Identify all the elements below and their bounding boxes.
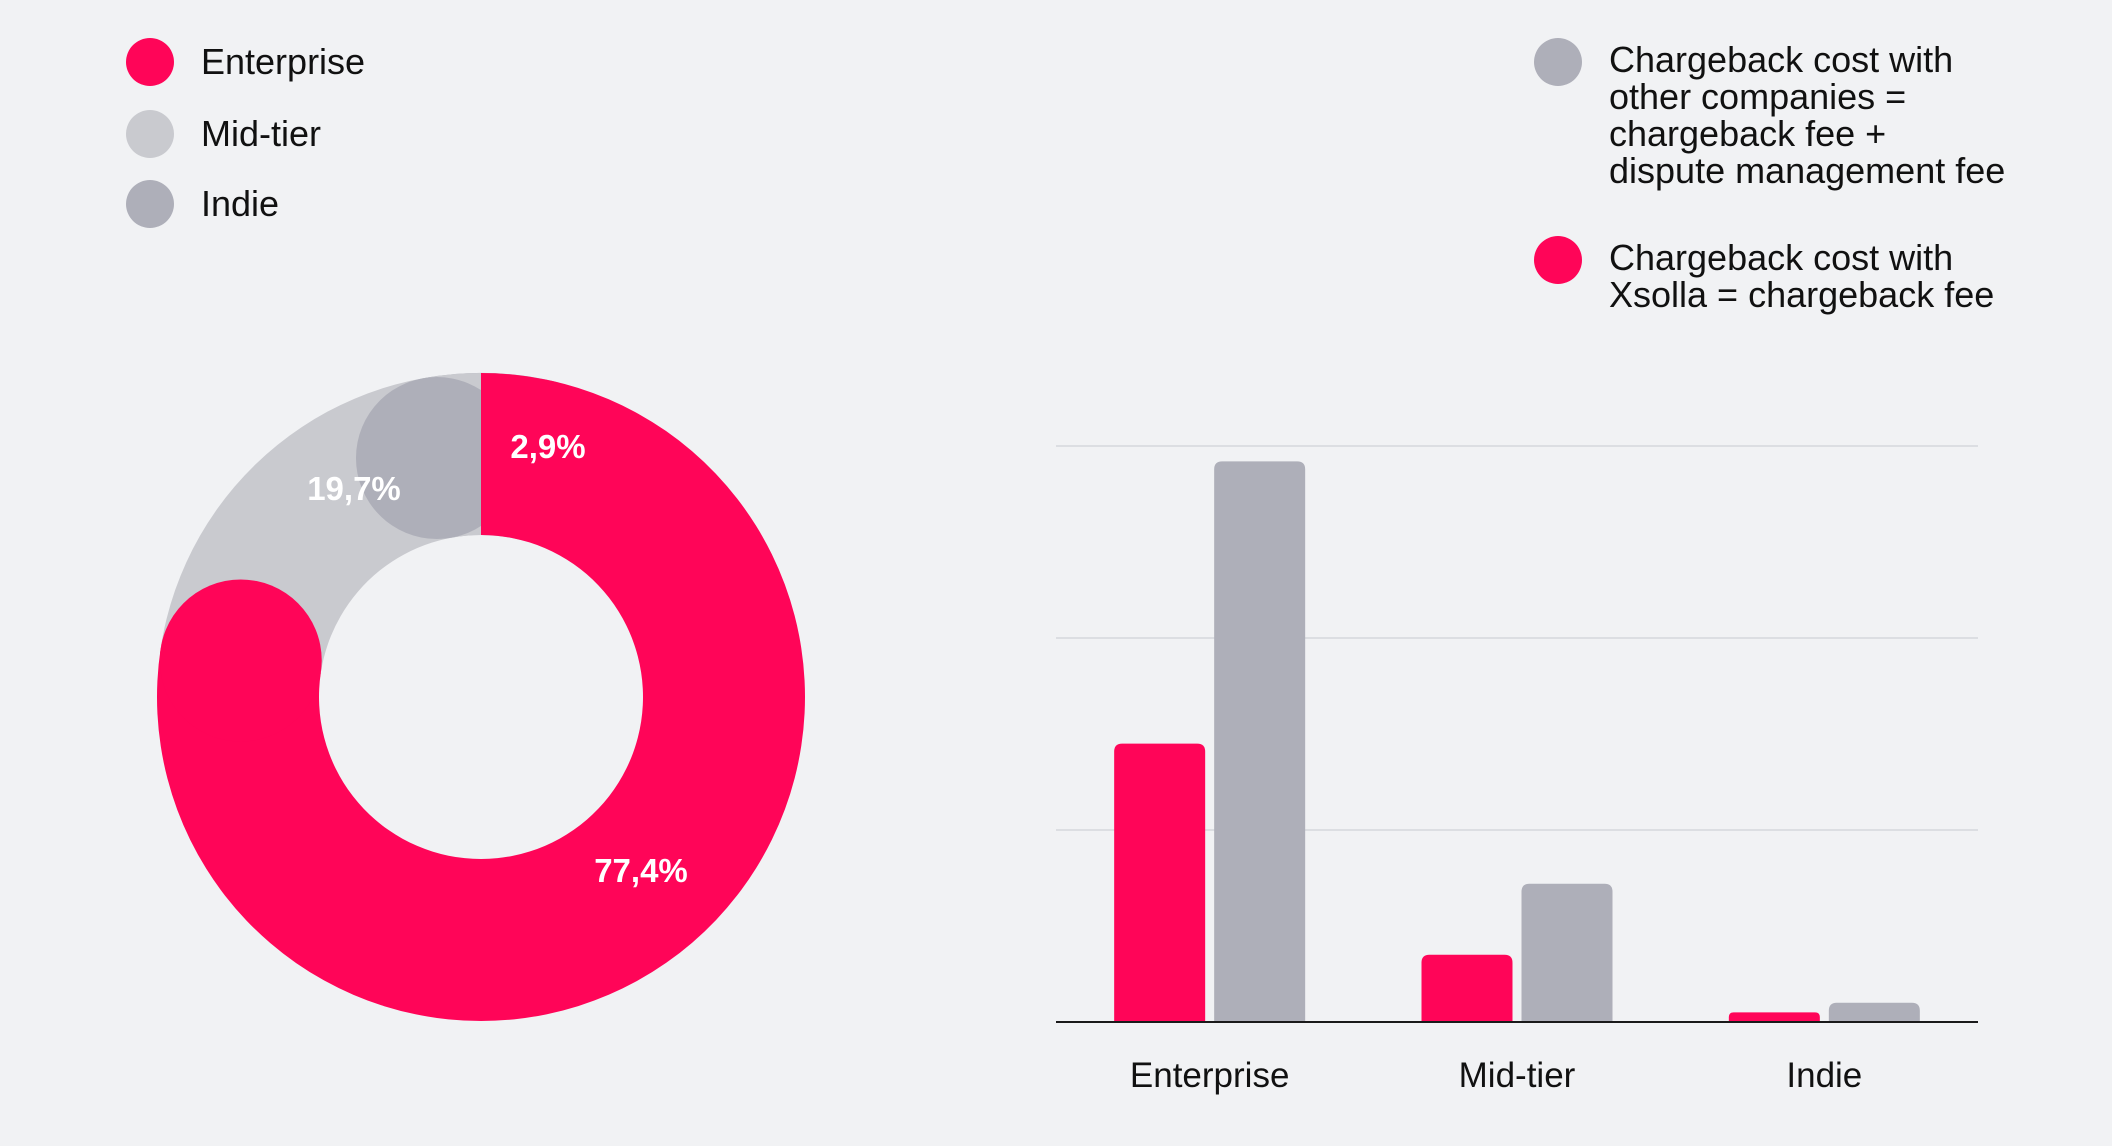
bar-indie-series-0 (1728, 1012, 1820, 1022)
x-tick-label-enterprise: Enterprise (1130, 1056, 1290, 1095)
legend-item-mid-tier: Mid-tier (126, 110, 321, 158)
donut-label-enterprise: 77,4% (594, 852, 688, 889)
donut-slices (156, 372, 806, 1021)
donut-label-mid-tier: 19,7% (307, 470, 401, 507)
legend-item-indie: Indie (126, 180, 279, 228)
legend-swatch (126, 38, 174, 86)
legend-label: Chargeback cost with Xsolla = chargeback… (1609, 237, 1995, 315)
donut-label-indie: 2,9% (510, 428, 585, 465)
legend-label: Chargeback cost with other companies = c… (1609, 39, 2006, 191)
bar-enterprise-series-1 (1214, 461, 1306, 1022)
legend-swatch (1534, 236, 1582, 284)
bar-enterprise-series-0 (1114, 743, 1206, 1022)
donut-cap-enterprise (159, 579, 322, 742)
x-tick-label-indie: Indie (1786, 1056, 1862, 1095)
legend-swatch (126, 180, 174, 228)
legend-item-xsolla: Chargeback cost with Xsolla = chargeback… (1534, 236, 1994, 313)
donut-chart: 77,4% 19,7% 2,9% (156, 372, 806, 1021)
x-tick-label-mid-tier: Mid-tier (1459, 1056, 1576, 1095)
donut-cap-indie (355, 377, 518, 540)
legend-swatch (126, 110, 174, 158)
legend-label: Mid-tier (201, 113, 322, 154)
bar-indie-series-1 (1828, 1002, 1920, 1022)
donut-slice-enterprise (156, 373, 806, 1021)
legend-label: Indie (201, 183, 280, 224)
legend-item-other-companies: Chargeback cost with other companies = c… (1534, 38, 2005, 189)
bar-mid-tier-series-0 (1421, 954, 1513, 1022)
legend-label: Enterprise (201, 41, 366, 82)
legend-item-enterprise: Enterprise (126, 38, 365, 86)
bar-chart: Enterprise Mid-tier Indie (1056, 445, 1978, 1095)
legend-swatch (1534, 38, 1582, 86)
bar-mid-tier-series-1 (1521, 883, 1613, 1022)
